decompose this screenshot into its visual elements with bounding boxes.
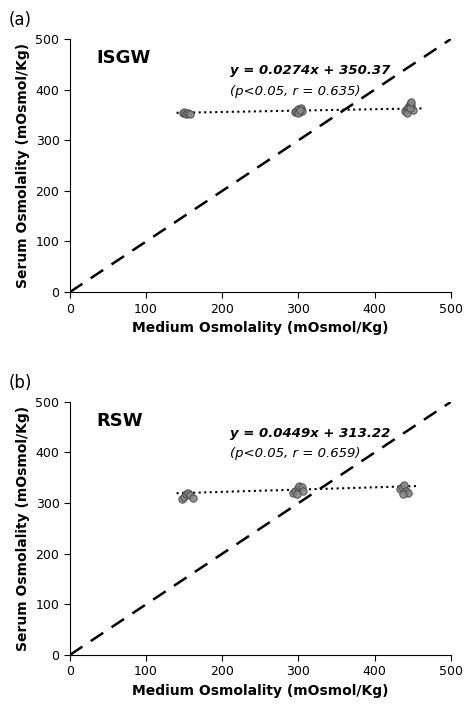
Point <box>404 101 412 113</box>
Point <box>401 480 408 491</box>
Point <box>403 104 410 115</box>
Text: (p<0.05, r = 0.635): (p<0.05, r = 0.635) <box>230 84 360 98</box>
Point <box>184 488 192 499</box>
Point <box>293 489 301 500</box>
Text: RSW: RSW <box>97 412 143 430</box>
Point <box>408 100 415 111</box>
Point <box>402 486 410 497</box>
Point <box>294 104 301 115</box>
Point <box>294 483 301 494</box>
Point <box>297 103 305 114</box>
Point <box>292 105 300 116</box>
Point <box>406 99 413 110</box>
Point <box>295 108 302 119</box>
Point <box>408 96 415 108</box>
Point <box>295 107 303 118</box>
Point <box>291 106 299 118</box>
Point <box>399 489 407 500</box>
Point <box>299 106 306 117</box>
Point <box>404 488 412 499</box>
Point <box>181 107 188 118</box>
Point <box>296 105 304 116</box>
Point <box>406 103 413 114</box>
Text: (b): (b) <box>9 374 32 392</box>
Point <box>186 108 193 120</box>
Text: ISGW: ISGW <box>97 49 151 67</box>
Point <box>398 481 406 493</box>
Text: (p<0.05, r = 0.659): (p<0.05, r = 0.659) <box>230 447 360 460</box>
Point <box>295 481 303 492</box>
Point <box>299 486 307 497</box>
X-axis label: Medium Osmolality (mOsmol/Kg): Medium Osmolality (mOsmol/Kg) <box>132 321 389 335</box>
X-axis label: Medium Osmolality (mOsmol/Kg): Medium Osmolality (mOsmol/Kg) <box>132 684 389 698</box>
Point <box>298 481 305 493</box>
Point <box>292 486 299 497</box>
Point <box>184 107 192 118</box>
Point <box>182 489 190 500</box>
Point <box>181 491 188 502</box>
Y-axis label: Serum Osmolality (mOsmol/Kg): Serum Osmolality (mOsmol/Kg) <box>16 406 30 651</box>
Point <box>178 493 186 504</box>
Point <box>182 108 190 120</box>
Point <box>179 108 186 119</box>
Text: y = 0.0449x + 313.22: y = 0.0449x + 313.22 <box>230 428 390 440</box>
Text: y = 0.0274x + 350.37: y = 0.0274x + 350.37 <box>230 65 390 77</box>
Point <box>409 105 417 116</box>
Point <box>396 484 404 495</box>
Point <box>289 488 297 499</box>
Point <box>186 490 194 501</box>
Point <box>401 106 409 117</box>
Point <box>404 108 411 119</box>
Point <box>189 492 196 503</box>
Y-axis label: Serum Osmolality (mOsmol/Kg): Serum Osmolality (mOsmol/Kg) <box>16 43 30 288</box>
Text: (a): (a) <box>9 11 32 29</box>
